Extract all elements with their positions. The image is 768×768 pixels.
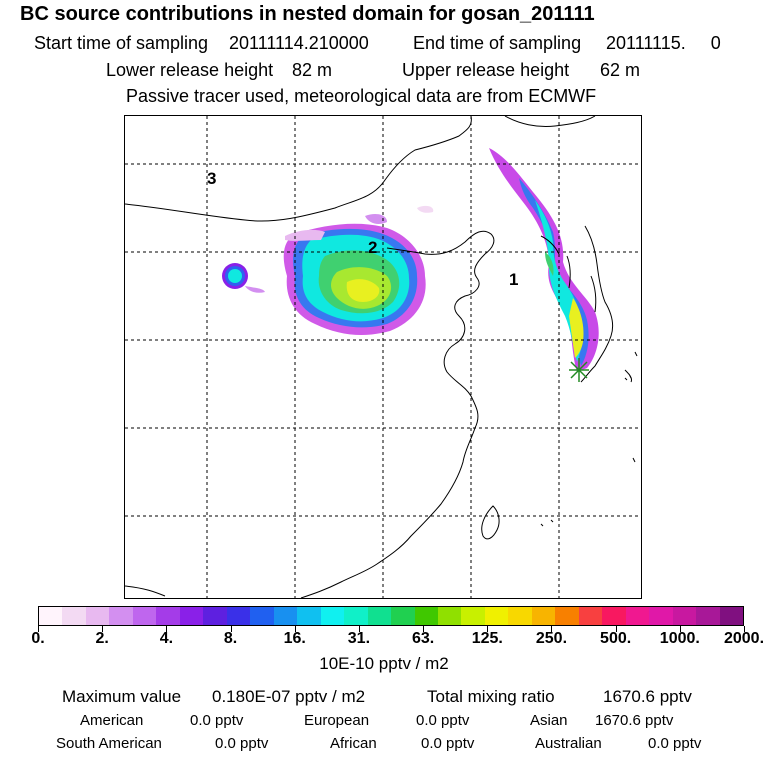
colorbar-swatch bbox=[367, 607, 392, 625]
region-value: 0.0 pptv bbox=[648, 735, 702, 752]
colorbar-label: 4. bbox=[159, 630, 174, 647]
colorbar-swatch bbox=[62, 607, 86, 625]
colorbar-swatch bbox=[273, 607, 298, 625]
colorbar-label: 1000. bbox=[659, 630, 700, 647]
colorbar-tick bbox=[230, 626, 232, 632]
colorbar-swatch bbox=[531, 607, 556, 625]
plume-yellow bbox=[346, 279, 380, 302]
region-name: Australian bbox=[535, 735, 602, 752]
colorbar-label: 16. bbox=[283, 630, 306, 647]
end-time-label: End time of sampling bbox=[413, 33, 582, 53]
colorbar-label: 31. bbox=[347, 630, 371, 647]
concentration-plume bbox=[222, 148, 599, 372]
colorbar-swatch bbox=[297, 607, 321, 625]
colorbar-tick bbox=[679, 626, 681, 632]
region-name: European bbox=[304, 712, 370, 729]
colorbar-swatch bbox=[226, 607, 251, 625]
plume-west-cyan bbox=[228, 269, 242, 283]
region-value: 0.0 pptv bbox=[215, 735, 269, 752]
colorbar-tick bbox=[102, 626, 104, 632]
colorbar-label: 0. bbox=[31, 630, 45, 647]
colorbar-label: 2. bbox=[95, 630, 109, 647]
start-time-label: Start time of sampling bbox=[34, 33, 209, 53]
plume-west-tail bbox=[245, 286, 265, 293]
start-time-value: 20111114.210000 bbox=[229, 33, 369, 53]
colorbar-swatch bbox=[484, 607, 509, 625]
region-name: American bbox=[80, 712, 144, 729]
region-value: 0.0 pptv bbox=[190, 712, 244, 729]
region-value: 0.0 pptv bbox=[421, 735, 475, 752]
colorbar-tick bbox=[166, 626, 168, 632]
colorbar-swatch bbox=[437, 607, 462, 625]
grid-label-2: 2 bbox=[368, 238, 378, 257]
colorbar-swatch bbox=[696, 607, 720, 625]
colorbar-swatch bbox=[508, 607, 532, 625]
max-value-label: Maximum value bbox=[62, 687, 182, 706]
total-mixing-label: Total mixing ratio bbox=[427, 687, 555, 706]
colorbar-swatch bbox=[109, 607, 133, 625]
colorbar-swatch bbox=[649, 607, 673, 625]
colorbar-swatch bbox=[132, 607, 157, 625]
colorbar-label: 2000. bbox=[723, 630, 765, 647]
colorbar-label: 500. bbox=[600, 630, 632, 647]
colorbar-swatch bbox=[156, 607, 180, 625]
colorbar-tick bbox=[744, 626, 745, 632]
colorbar-tick bbox=[551, 626, 553, 632]
page-title: BC source contributions in nested domain… bbox=[20, 3, 595, 25]
lower-height-label: Lower release height bbox=[106, 60, 274, 80]
colorbar-tick bbox=[423, 626, 425, 632]
total-mixing-value: 1670.6 pptv bbox=[603, 687, 692, 706]
colorbar-unit: 10E-10 pptv / m2 bbox=[319, 654, 449, 673]
region-name: African bbox=[330, 735, 377, 752]
coastline bbox=[125, 116, 638, 598]
tracer-note: Passive tracer used, meteorological data… bbox=[126, 86, 597, 106]
colorbar-swatch bbox=[203, 607, 227, 625]
colorbar-tick bbox=[615, 626, 617, 632]
colorbar-swatch bbox=[250, 607, 274, 625]
map-canvas bbox=[125, 116, 641, 598]
max-value: 0.180E-07 pptv / m2 bbox=[212, 687, 366, 706]
lat-lon-grid bbox=[125, 116, 641, 598]
colorbar-label: 63. bbox=[411, 630, 435, 647]
colorbar-swatch bbox=[625, 607, 650, 625]
colorbar-swatch bbox=[602, 607, 626, 625]
colorbar-swatch bbox=[179, 607, 204, 625]
colorbar-swatch bbox=[555, 607, 579, 625]
region-value: 0.0 pptv bbox=[416, 712, 470, 729]
colorbar-tick bbox=[358, 626, 360, 632]
end-time-value: 20111115. 0 bbox=[606, 33, 721, 53]
colorbar-label: 8. bbox=[223, 630, 238, 647]
map-panel: 1 2 3 bbox=[124, 115, 642, 599]
plume-fringe-2 bbox=[365, 214, 387, 224]
plume-fringe bbox=[285, 229, 325, 241]
plume-east-yellow bbox=[569, 298, 584, 358]
colorbar-swatch bbox=[719, 607, 744, 625]
colorbar-label: 125. bbox=[471, 630, 503, 647]
grid-label-3: 3 bbox=[207, 169, 217, 188]
colorbar-swatch bbox=[672, 607, 697, 625]
upper-height-label: Upper release height bbox=[402, 60, 570, 80]
region-name: South American bbox=[56, 735, 162, 752]
colorbar-swatch bbox=[414, 607, 438, 625]
colorbar-swatch bbox=[39, 607, 63, 625]
colorbar-swatch bbox=[85, 607, 110, 625]
colorbar-tick bbox=[487, 626, 489, 632]
plume-east-green bbox=[545, 252, 554, 276]
colorbar bbox=[38, 606, 744, 626]
colorbar-swatch bbox=[320, 607, 345, 625]
colorbar-swatch bbox=[461, 607, 485, 625]
lower-height-value: 82 m bbox=[292, 60, 333, 80]
colorbar-swatch bbox=[344, 607, 368, 625]
region-value: 1670.6 pptv bbox=[595, 712, 674, 729]
colorbar-tick bbox=[38, 626, 39, 632]
colorbar-swatch bbox=[391, 607, 415, 625]
upper-height-value: 62 m bbox=[600, 60, 641, 80]
colorbar-tick bbox=[294, 626, 296, 632]
colorbar-swatch bbox=[578, 607, 603, 625]
grid-label-1: 1 bbox=[509, 270, 519, 289]
asterisk-star-icon bbox=[569, 358, 589, 382]
colorbar-label: 250. bbox=[535, 630, 568, 647]
plume-fringe-3 bbox=[417, 205, 434, 213]
region-name: Asian bbox=[530, 712, 568, 729]
